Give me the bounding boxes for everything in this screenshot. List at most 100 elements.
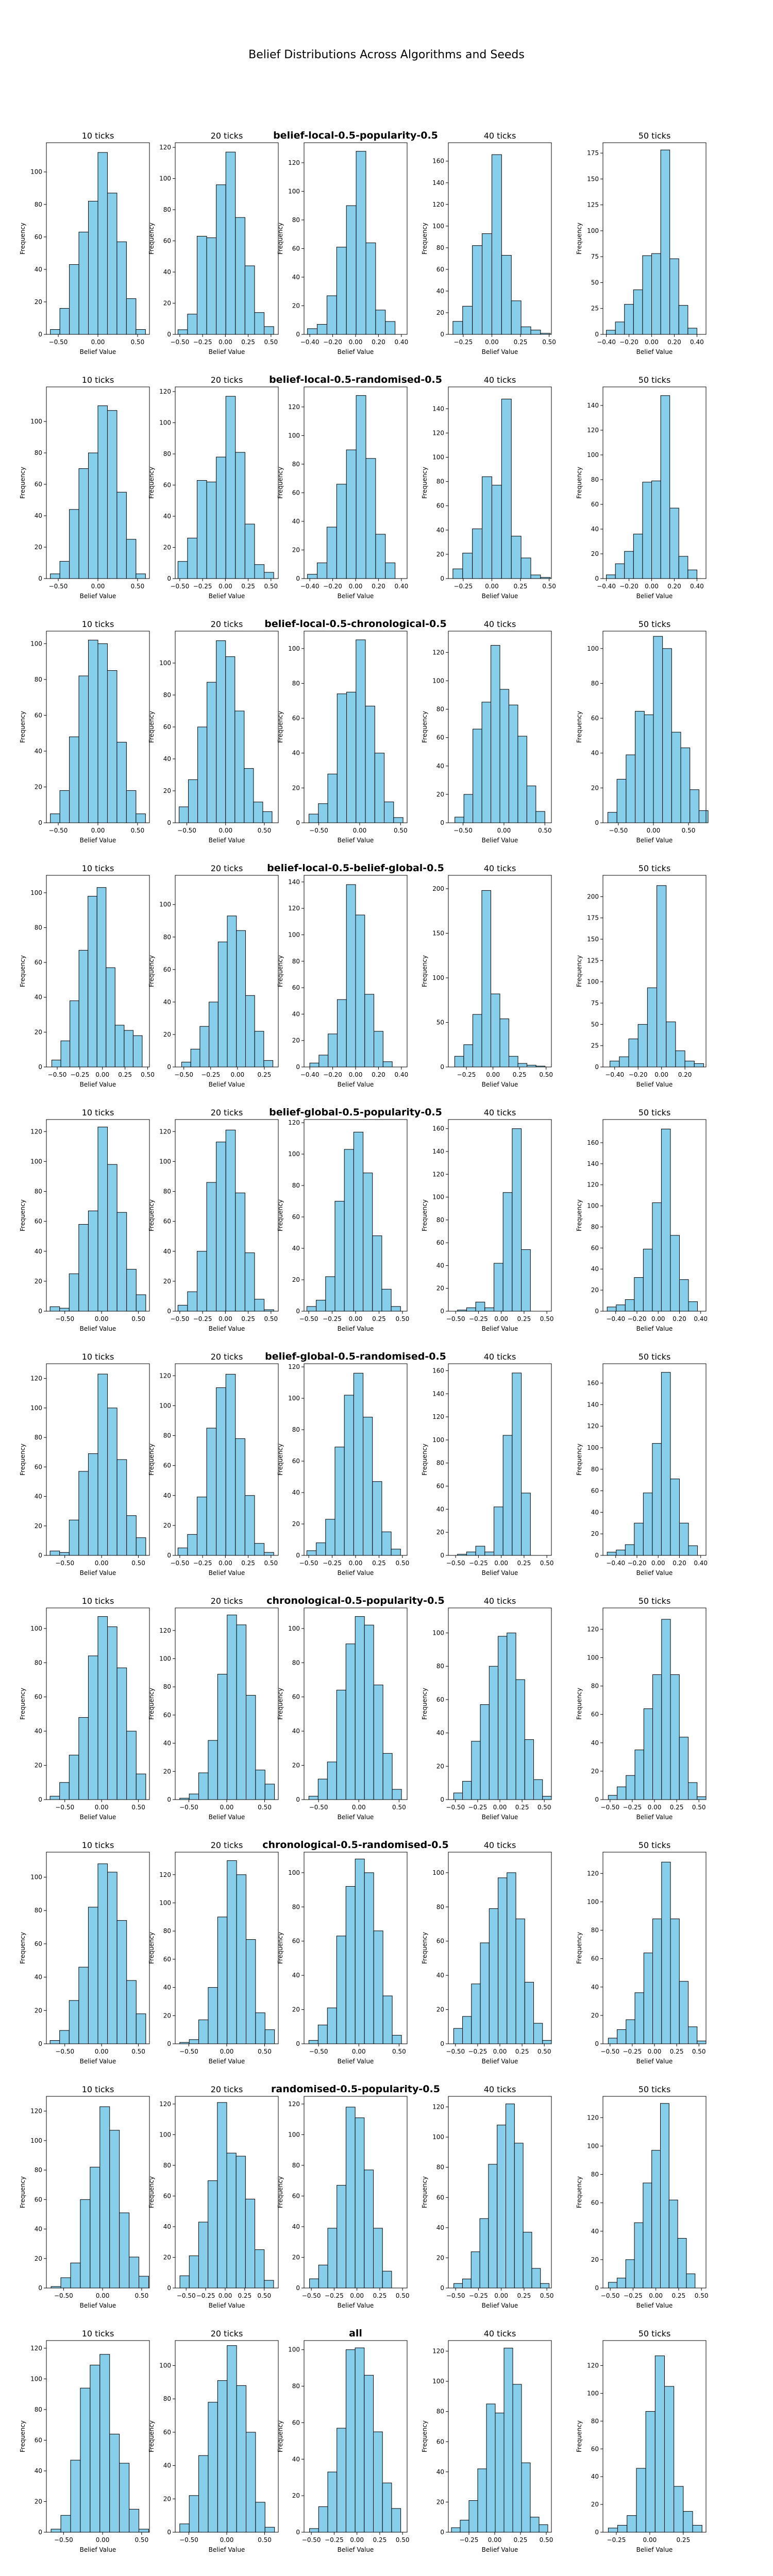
x-tick-label: 0.00 (219, 2292, 232, 2299)
histogram-bar (316, 1300, 326, 1312)
x-tick-label: −0.20 (628, 1315, 647, 1323)
y-axis-label: Frequency (277, 1444, 284, 1476)
histogram-bar (615, 321, 625, 335)
histogram-bar (454, 1056, 464, 1067)
histogram-bar (264, 2527, 275, 2533)
histogram-bar (460, 2520, 469, 2533)
y-axis-label: Frequency (421, 955, 428, 987)
histogram-bar (363, 1173, 373, 1312)
x-tick-label: 0.50 (540, 1315, 554, 1323)
histogram-bar (363, 1417, 373, 1556)
histogram-bar (196, 1497, 207, 1556)
histogram-bar (97, 1127, 108, 1312)
histogram-bar (353, 1131, 364, 1312)
y-tick-label: 120 (288, 2100, 300, 2108)
histogram-bar (309, 2278, 319, 2289)
y-tick-label: 60 (436, 1239, 444, 1246)
y-tick-label: 40 (436, 2468, 444, 2476)
histogram-panel: −0.50 −0.25 0.00 0.25 0.50 0 20 40 60 80 100 120 20 … (148, 375, 279, 600)
histogram-bar (642, 255, 652, 335)
histogram-bar (209, 1002, 219, 1067)
y-tick-label: 120 (432, 429, 444, 436)
histogram-bar (643, 1248, 653, 1312)
y-tick-label: 80 (436, 1460, 444, 1467)
histogram-bar (97, 1374, 108, 1556)
y-tick-label: 40 (591, 526, 599, 533)
y-tick-label: 120 (159, 1372, 171, 1379)
y-tick-label: 0 (595, 1552, 599, 1559)
x-tick-label: 0.50 (257, 2292, 271, 2299)
y-tick-label: 0 (595, 2529, 599, 2536)
y-tick-label: 100 (30, 1404, 42, 1412)
histogram-bar (642, 482, 652, 579)
histogram-bar (206, 1428, 217, 1556)
y-tick-label: 40 (591, 1509, 599, 1516)
panel-row-title: chronological-0.5-randomised-0.5 (262, 1839, 449, 1851)
y-axis-label: Frequency (277, 955, 284, 987)
x-tick-label: −0.25 (624, 2292, 643, 2299)
y-tick-label: 40 (35, 748, 42, 755)
y-tick-label: 20 (292, 2492, 300, 2499)
histogram-bar (472, 528, 483, 579)
x-tick-label: −0.50 (446, 1804, 465, 1811)
y-axis-label: Frequency (576, 955, 583, 987)
x-tick-label: 0.25 (258, 1071, 272, 1078)
histogram-bar (50, 329, 60, 335)
y-tick-label: 60 (436, 502, 444, 510)
x-tick-label: 0.40 (690, 583, 704, 590)
histogram-bar (244, 768, 254, 823)
y-axis-label: Frequency (576, 1199, 583, 1231)
histogram-bar (116, 241, 127, 335)
histogram-panel: −0.50 −0.25 0.00 0.25 0.50 0 20 40 60 80 100 120 40 … (421, 2084, 554, 2309)
histogram-bar (666, 1021, 676, 1067)
x-tick-label: 0.00 (649, 2292, 663, 2299)
y-tick-label: 80 (35, 2166, 42, 2174)
y-tick-label: 140 (432, 1148, 444, 1155)
y-tick-label: 80 (591, 2171, 599, 2178)
x-tick-label: −0.25 (460, 2536, 479, 2544)
histogram-bar (501, 255, 512, 335)
y-tick-label: 25 (591, 1042, 599, 1049)
histogram-panel: −0.50 0.00 0.50 0 20 40 60 80 100 120 10 ticks Beli… (19, 1108, 150, 1332)
histogram-bar (364, 1624, 374, 1800)
histogram-bar (540, 2283, 550, 2289)
y-tick-label: 20 (591, 784, 599, 791)
x-tick-label: 0.00 (96, 2292, 110, 2299)
histogram-bar (475, 1301, 485, 1312)
histogram-bar (489, 1666, 499, 1800)
histogram-bar (318, 2506, 328, 2533)
histogram-bar (375, 534, 386, 579)
histogram-bar (189, 2039, 199, 2044)
histogram-bar (264, 326, 274, 335)
histogram-bar (652, 1674, 662, 1800)
histogram-bar (385, 321, 396, 335)
y-tick-label: 120 (587, 1870, 599, 1877)
y-axis-label: Frequency (19, 955, 26, 987)
y-tick-label: 80 (163, 2162, 171, 2169)
histogram-bar (126, 1731, 137, 1800)
histogram-bar (49, 2040, 60, 2044)
axes-frame (304, 1607, 408, 1800)
y-tick-label: 100 (587, 2389, 599, 2397)
axes-frame (602, 875, 707, 1067)
histogram-bar (491, 154, 502, 335)
x-axis-label: Belief Value (209, 1569, 245, 1577)
y-tick-label: 120 (587, 1181, 599, 1189)
y-tick-label: 100 (432, 677, 444, 684)
y-tick-label: 80 (292, 1426, 300, 1433)
y-tick-label: 20 (591, 1530, 599, 1537)
x-tick-label: 0.50 (141, 1071, 155, 1078)
x-axis-label: Belief Value (338, 2302, 374, 2309)
histogram-bar (660, 149, 670, 335)
histogram-bar (59, 308, 70, 335)
histogram-bar (344, 1149, 354, 1312)
histogram-bar (189, 1793, 199, 1800)
y-tick-label: 40 (163, 2462, 171, 2469)
x-tick-label: −0.40 (605, 1071, 624, 1078)
y-tick-label: 100 (587, 227, 599, 234)
y-tick-label: 120 (587, 1625, 599, 1633)
y-tick-label: 80 (292, 461, 300, 468)
y-tick-label: 20 (163, 544, 171, 551)
x-tick-label: 0.00 (219, 1315, 232, 1323)
axes-frame (175, 1119, 279, 1312)
